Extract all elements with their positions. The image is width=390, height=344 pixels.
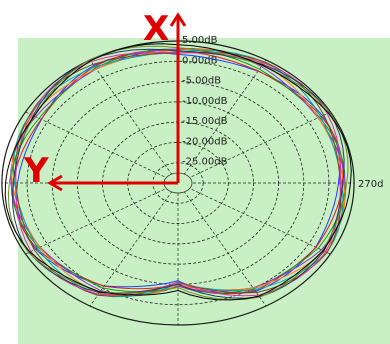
grid-spoke bbox=[177, 182, 331, 255]
plot-background bbox=[18, 38, 390, 344]
grid-spoke bbox=[25, 111, 179, 184]
angle-label-270: 270d bbox=[358, 179, 383, 190]
y-axis-arrowhead bbox=[47, 174, 63, 192]
radial-tick-label: -20.00dB bbox=[182, 136, 228, 147]
grid-spoke bbox=[89, 59, 179, 184]
radial-tick-label: -25.00dB bbox=[182, 157, 228, 168]
x-axis-label: X bbox=[143, 9, 169, 49]
y-axis-label: Y bbox=[23, 151, 49, 191]
x-axis-arrowhead bbox=[169, 12, 187, 27]
radial-tick-label: 5.00dB bbox=[182, 35, 218, 46]
series-line bbox=[11, 48, 346, 297]
radial-tick-label: -15.00dB bbox=[182, 116, 228, 127]
grid-spoke bbox=[89, 182, 179, 307]
radial-tick-label: -10.00dB bbox=[182, 96, 228, 107]
grid-spoke bbox=[25, 182, 179, 255]
grid-spoke bbox=[177, 182, 267, 307]
radial-tick-label: 0.00dB bbox=[182, 55, 218, 66]
series-line bbox=[15, 51, 342, 297]
grid-spoke bbox=[177, 59, 267, 184]
radial-tick-label: -5.00dB bbox=[182, 76, 221, 87]
grid-spoke bbox=[177, 111, 331, 184]
series-line bbox=[4, 43, 352, 301]
